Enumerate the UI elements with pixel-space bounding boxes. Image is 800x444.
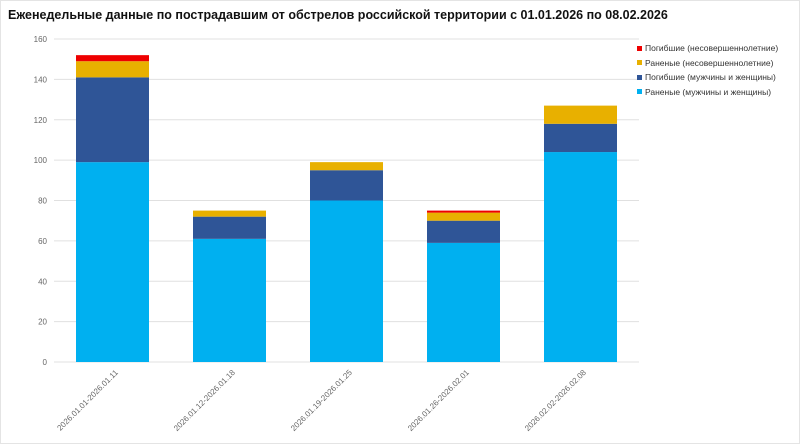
- bar-segment: [427, 210, 500, 213]
- legend-item: Погибшие (мужчины и женщины): [637, 70, 778, 85]
- legend: Погибшие (несовершеннолетние) Раненые (не…: [637, 41, 778, 99]
- bar-segment: [310, 170, 383, 201]
- legend-item: Раненые (мужчины и женщины): [637, 85, 778, 100]
- x-tick-label: 2026.01.12-2026.01.18: [172, 368, 237, 433]
- bar-segment: [76, 162, 149, 362]
- bar-segment: [193, 238, 266, 362]
- y-tick-label: 120: [34, 116, 48, 125]
- y-tick-label: 20: [38, 318, 47, 327]
- bar-segment: [427, 242, 500, 362]
- bar-segment: [310, 162, 383, 171]
- legend-label: Погибшие (мужчины и женщины): [645, 72, 776, 83]
- bar-segment: [76, 61, 149, 78]
- legend-item: Погибшие (несовершеннолетние): [637, 41, 778, 56]
- legend-label: Погибшие (несовершеннолетние): [645, 43, 779, 54]
- legend-item: Раненые (несовершеннолетние): [637, 56, 778, 71]
- legend-swatch: [637, 74, 642, 80]
- bar-segment: [427, 212, 500, 221]
- x-tick-label: 2026.01.26-2026.02.01: [406, 368, 471, 433]
- bar-segment: [544, 123, 617, 153]
- x-tick-label: 2026.01.01-2026.01.11: [55, 368, 120, 433]
- legend-swatch: [637, 60, 642, 66]
- bar-segment: [76, 55, 149, 62]
- legend-swatch: [637, 89, 642, 95]
- y-tick-label: 160: [34, 35, 48, 44]
- legend-label: Раненые (несовершеннолетние): [645, 57, 774, 68]
- bar-segment: [544, 105, 617, 124]
- x-tick-label: 2026.02.02-2026.02.08: [523, 368, 588, 433]
- legend-label: Раненые (мужчины и женщины): [645, 86, 772, 97]
- y-tick-label: 40: [38, 277, 47, 286]
- y-tick-label: 60: [38, 237, 47, 246]
- y-tick-label: 0: [43, 358, 48, 367]
- y-tick-label: 140: [34, 75, 48, 84]
- bar-segment: [76, 77, 149, 163]
- y-tick-label: 100: [34, 156, 48, 165]
- bar-segment: [193, 210, 266, 217]
- bar-segment: [544, 152, 617, 362]
- bar-segment: [427, 220, 500, 243]
- legend-swatch: [637, 45, 642, 51]
- x-tick-label: 2026.01.19-2026.01.25: [289, 368, 354, 433]
- chart-title: Еженедельные данные по пострадавшим от о…: [8, 8, 668, 22]
- y-tick-label: 80: [38, 197, 47, 206]
- bar-segment: [193, 216, 266, 239]
- bar-segment: [310, 200, 383, 362]
